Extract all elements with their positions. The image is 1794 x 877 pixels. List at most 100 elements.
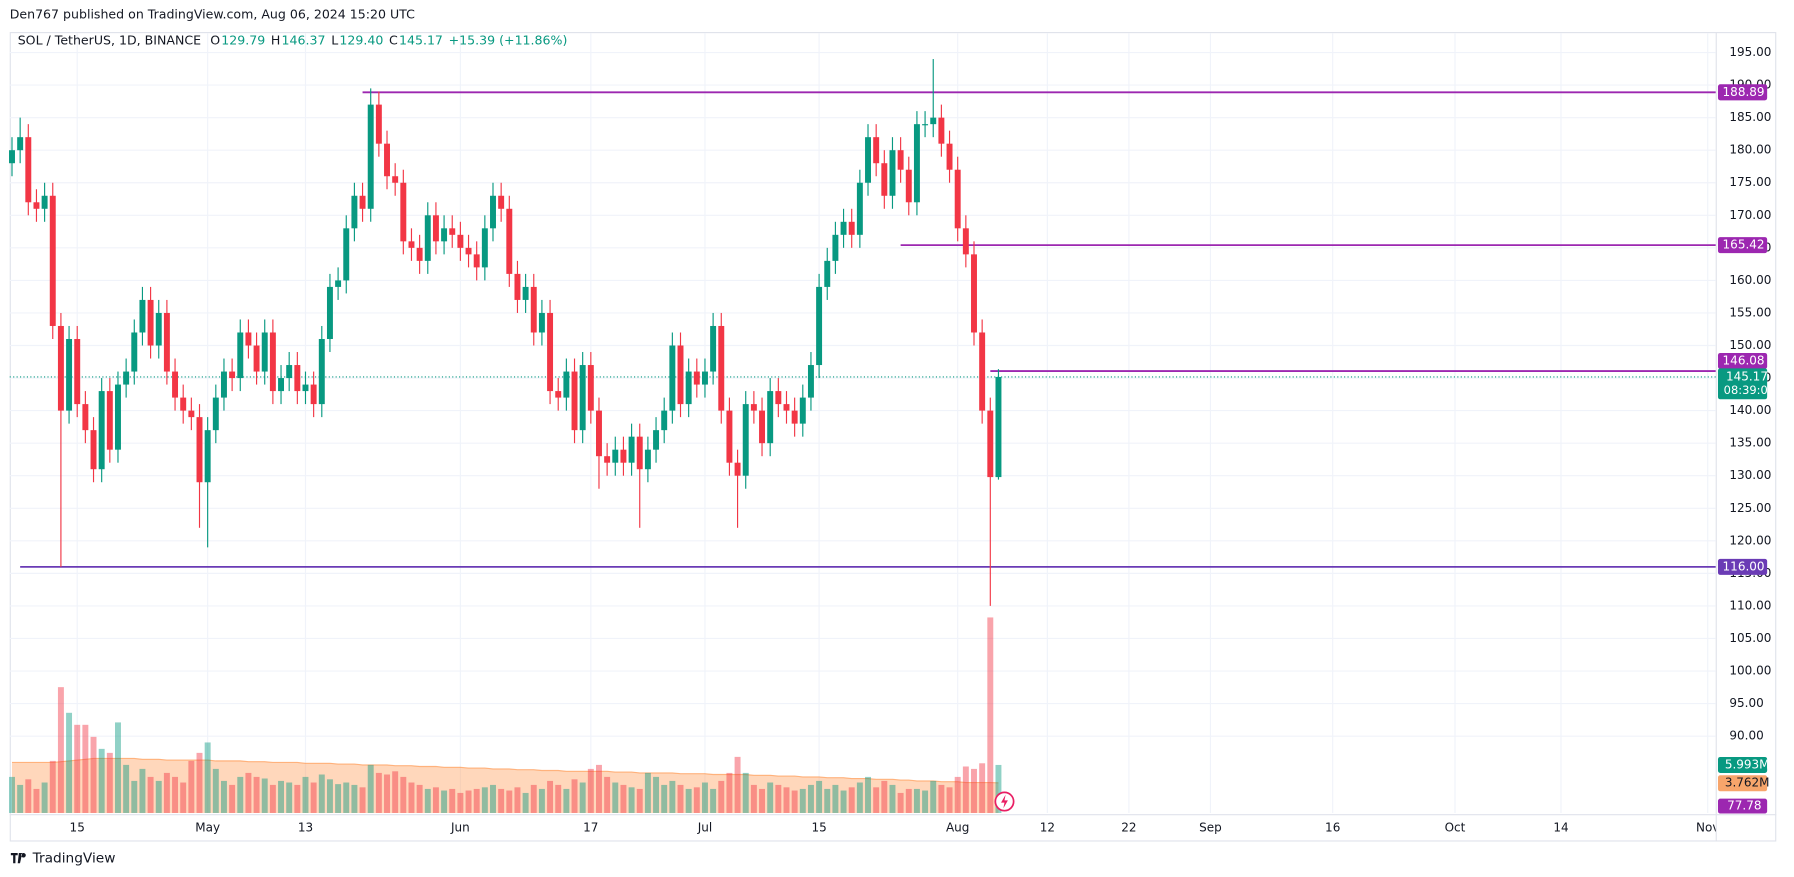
volume-bar — [90, 736, 97, 813]
candle-body — [367, 104, 374, 209]
candle-body — [873, 137, 880, 164]
volume-bar — [318, 774, 325, 813]
volume-bar — [816, 780, 823, 813]
candle-body — [416, 247, 423, 261]
candle-body — [269, 332, 276, 392]
candle-body — [897, 150, 904, 170]
volume-bar — [612, 782, 619, 813]
volume-bar — [604, 776, 611, 813]
level-label: 188.89 — [1723, 85, 1765, 99]
candle-body — [710, 325, 717, 372]
volume-bar — [229, 784, 236, 813]
candle-body — [9, 150, 15, 164]
volume-ma-area — [11, 758, 999, 813]
volume-bar — [930, 780, 937, 813]
y-tick-label: 120.00 — [1729, 533, 1771, 547]
volume-bar — [971, 768, 977, 813]
volume-bar — [979, 763, 986, 813]
volume-bar — [408, 782, 415, 813]
volume-bar — [522, 792, 529, 813]
volume-bar — [620, 784, 627, 813]
volume-bar — [220, 780, 227, 813]
y-tick-label: 105.00 — [1729, 631, 1771, 645]
volume-bar — [954, 776, 961, 813]
candle-body — [571, 371, 578, 431]
candle-body — [848, 221, 855, 235]
candle-body — [514, 273, 521, 300]
volume-bar — [172, 776, 179, 813]
volume-bar — [473, 788, 480, 813]
legend: O 129.79 H 146.37 L 129.40 C 145.17 +15.39 (+11.… — [210, 33, 567, 48]
volume-bar — [881, 780, 888, 813]
candle-body — [498, 195, 505, 209]
candle-body — [767, 391, 774, 444]
candle-body — [555, 391, 562, 398]
x-tick-label: 17 — [583, 820, 598, 834]
candle-body — [775, 391, 782, 405]
x-tick-label: 15 — [70, 820, 85, 834]
volume-bar — [375, 772, 382, 813]
candle-body — [865, 137, 871, 183]
candle-body — [326, 286, 333, 339]
volume-bar — [424, 788, 431, 813]
candle-body — [538, 312, 545, 333]
candle-body — [856, 182, 863, 235]
candle-body — [938, 117, 945, 144]
volume-ma-tag — [1717, 775, 1768, 792]
volume-bar — [457, 792, 464, 813]
x-tick-label: 16 — [1325, 820, 1340, 834]
candle-body — [115, 384, 121, 450]
volume-bar — [734, 756, 741, 813]
volume-bar — [261, 778, 268, 813]
volume-bar — [791, 790, 798, 813]
alert-icon — [994, 791, 1015, 812]
volume-bar — [335, 784, 342, 813]
volume-bar — [938, 784, 945, 813]
volume-bar — [547, 780, 554, 813]
candle-body — [946, 143, 953, 170]
candle-body — [245, 332, 252, 346]
volume-bar — [400, 776, 407, 813]
candle-body — [278, 378, 285, 392]
level-tag — [1717, 352, 1768, 369]
symbol-label: SOL / TetherUS, 1D, BINANCE — [18, 33, 201, 48]
candle-body — [139, 299, 146, 333]
candle-body — [913, 124, 920, 203]
candle-body — [432, 215, 439, 242]
y-tick-label: 130.00 — [1729, 468, 1771, 482]
y-tick-label: 195.00 — [1729, 45, 1771, 59]
legend-value: 129.40 — [339, 33, 383, 48]
candle-body — [106, 391, 113, 450]
volume-bar — [913, 788, 920, 813]
candle-body — [954, 169, 961, 229]
volume-bar — [449, 788, 456, 813]
candle-body — [734, 462, 741, 476]
volume-bar — [326, 779, 333, 813]
volume-bar — [832, 784, 839, 813]
volume-bar — [188, 760, 195, 813]
volume-bar — [98, 748, 105, 813]
x-tick-label: May — [195, 820, 220, 834]
candle-body — [750, 404, 757, 411]
legend-value: 129.79 — [221, 33, 265, 48]
volume-bar — [310, 782, 317, 813]
candle-body — [335, 280, 342, 287]
candle-body — [799, 397, 806, 424]
candle-body — [930, 117, 937, 125]
level-tag — [1717, 558, 1768, 575]
volume-bar — [57, 687, 64, 813]
volume-bar — [922, 790, 929, 813]
volume-bar — [742, 772, 749, 813]
candle-body — [25, 137, 32, 203]
y-tick-label: 175.00 — [1729, 175, 1771, 189]
candle-body — [840, 221, 847, 235]
volume-ma-line — [11, 757, 999, 784]
volume-bar — [17, 784, 24, 813]
volume-bar — [245, 772, 252, 813]
volume-bar — [204, 742, 211, 813]
candle-body — [375, 104, 382, 144]
candle-body — [237, 332, 244, 379]
candle-body — [343, 228, 350, 281]
volume-bar — [856, 782, 863, 813]
candle-body — [196, 417, 203, 483]
